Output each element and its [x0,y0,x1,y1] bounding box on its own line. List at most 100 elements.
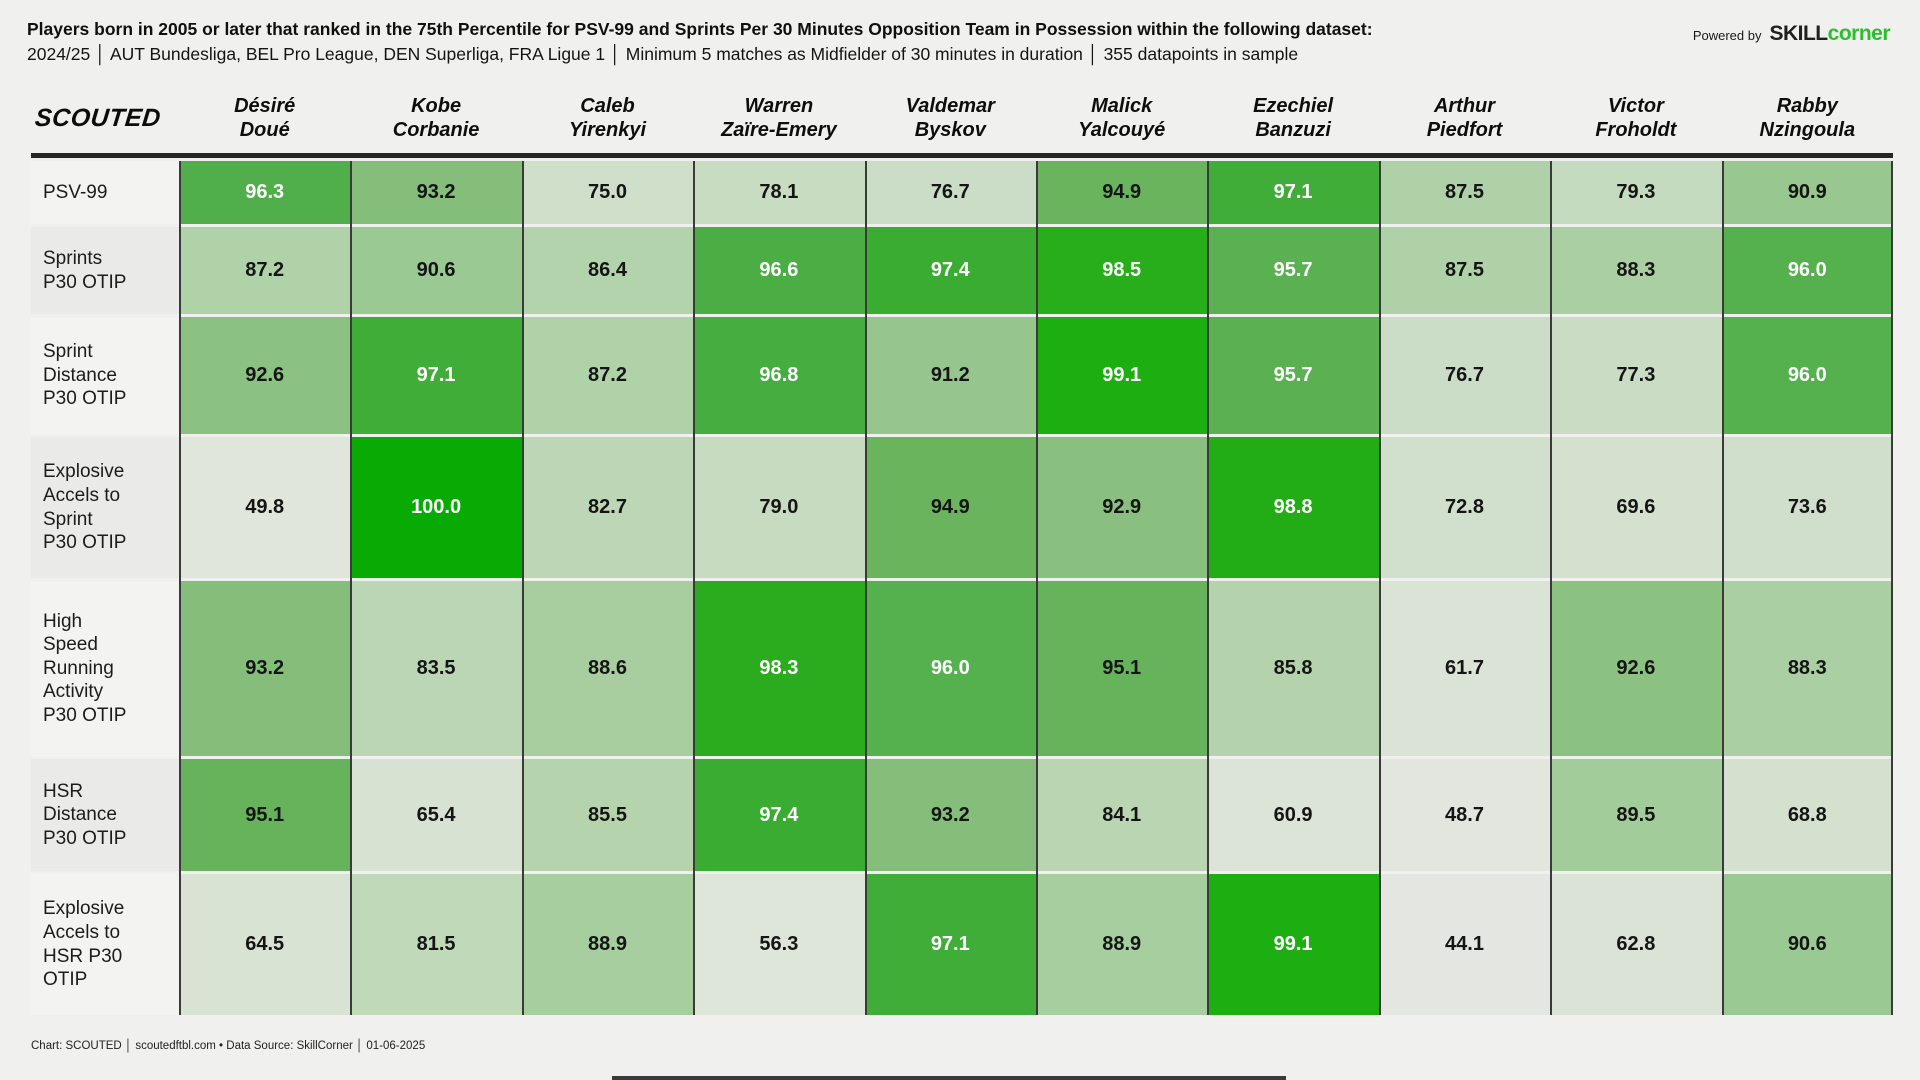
heatmap-cell: 93.2 [350,161,522,224]
player-column-header: Désiré Doué [234,94,296,141]
heatmap-cell: 94.9 [864,437,1036,578]
skillcorner-logo-corner: corner [1827,22,1891,45]
player-column-header: Rabby Nzingoula [1759,94,1856,141]
metric-row-label: HSR Distance P30 OTIP [31,759,179,871]
heatmap-cell: 96.0 [864,581,1036,756]
heatmap-cell: 73.6 [1721,437,1893,578]
heatmap-cell: 92.6 [179,317,351,434]
heatmap-cell: 61.7 [1378,581,1551,756]
skillcorner-logo: SKILLcorner [1769,22,1890,46]
heatmap-cell: 60.9 [1207,759,1379,871]
heatmap-cell: 87.5 [1378,227,1551,314]
heatmap-cell: 99.1 [1035,317,1208,434]
heatmap-cell: 92.9 [1035,437,1208,578]
heatmap-cell: 96.0 [1721,227,1893,314]
heatmap-cell: 96.8 [693,317,865,434]
heatmap-cell: 97.1 [864,874,1036,1015]
player-column-header: Kobe Corbanie [392,94,480,141]
heatmap-cell: 62.8 [1550,874,1722,1015]
powered-by-badge: Powered by SKILLcorner [1692,22,1891,46]
heatmap-cell: 86.4 [521,227,694,314]
heatmap-cell: 87.2 [179,227,351,314]
heatmap-cell: 78.1 [693,161,865,224]
heatmap-cell: 56.3 [693,874,865,1015]
heatmap-cell: 97.1 [350,317,522,434]
heatmap-cell: 99.1 [1207,874,1379,1015]
heatmap-cell: 88.9 [521,874,694,1015]
heatmap-cell: 88.3 [1550,227,1722,314]
skillcorner-logo-skill: SKILL [1769,22,1828,45]
metric-row-label: PSV-99 [31,161,179,224]
heatmap-header-row: SCOUTED Désiré Doué Kobe Corbanie Caleb Yi… [31,84,1893,158]
heatmap-cell: 98.5 [1035,227,1208,314]
heatmap-cell: 95.1 [179,759,351,871]
heatmap-cell: 65.4 [350,759,522,871]
heatmap-cell: 79.0 [693,437,865,578]
heatmap-cell: 83.5 [350,581,522,756]
heatmap-cell: 93.2 [179,581,351,756]
player-column-header: Valdemar Byskov [905,94,995,141]
player-column-header: Arthur Piedfort [1426,94,1503,141]
heatmap-cell: 93.2 [864,759,1036,871]
heatmap-cell: 95.7 [1207,317,1379,434]
heatmap-cell: 94.9 [1035,161,1208,224]
heatmap-cell: 98.8 [1207,437,1379,578]
scouted-logo-cell: SCOUTED [31,104,179,133]
heatmap-cell: 92.6 [1550,581,1722,756]
heatmap-cell: 96.3 [179,161,351,224]
heatmap-cell: 85.5 [521,759,694,871]
heatmap-cell: 95.1 [1035,581,1208,756]
metric-row-label: Sprint Distance P30 OTIP [31,317,179,434]
percentile-heatmap-table: SCOUTED Désiré Doué Kobe Corbanie Caleb Yi… [31,84,1893,1015]
heatmap-cell: 85.8 [1207,581,1379,756]
heatmap-body: PSV-99 96.3 93.2 75.0 78.1 76.7 94.9 97.1 87.5 79… [31,161,1893,1015]
heatmap-cell: 88.9 [1035,874,1208,1015]
metric-row-label: Explosive Accels to Sprint P30 OTIP [31,437,179,578]
heatmap-cell: 96.6 [693,227,865,314]
heatmap-cell: 96.0 [1721,317,1893,434]
heatmap-cell: 90.9 [1721,161,1893,224]
metric-row-label: Sprints P30 OTIP [31,227,179,314]
heatmap-cell: 77.3 [1550,317,1722,434]
player-column-header: Victor Froholdt [1595,94,1677,141]
heatmap-cell: 44.1 [1378,874,1551,1015]
source-credit: Chart: SCOUTED │ scoutedftbl.com • Data … [31,1040,426,1052]
heatmap-cell: 82.7 [521,437,694,578]
heatmap-cell: 76.7 [1378,317,1551,434]
powered-by-label: Powered by [1692,28,1762,43]
heatmap-cell: 49.8 [179,437,351,578]
heatmap-cell: 95.7 [1207,227,1379,314]
heatmap-cell: 97.4 [693,759,865,871]
heatmap-cell: 88.3 [1721,581,1893,756]
chart-title-block: Players born in 2005 or later that ranke… [27,16,1373,68]
bottom-edge-bar [612,1076,1286,1080]
heatmap-cell: 75.0 [521,161,694,224]
chart-title: Players born in 2005 or later that ranke… [27,19,1373,39]
heatmap-cell: 90.6 [1721,874,1893,1015]
heatmap-cell: 100.0 [350,437,522,578]
heatmap-cell: 64.5 [179,874,351,1015]
heatmap-cell: 84.1 [1035,759,1208,871]
heatmap-cell: 72.8 [1378,437,1551,578]
scouted-logo: SCOUTED [33,104,163,132]
metric-row-label: Explosive Accels to HSR P30 OTIP [31,874,179,1015]
heatmap-cell: 76.7 [864,161,1036,224]
heatmap-cell: 97.1 [1207,161,1379,224]
player-column-header: Warren Zaïre-Emery [721,94,837,141]
heatmap-cell: 97.4 [864,227,1036,314]
heatmap-cell: 81.5 [350,874,522,1015]
player-column-header: Malick Yalcouyé [1078,94,1166,141]
heatmap-cell: 91.2 [864,317,1036,434]
heatmap-cell: 87.5 [1378,161,1551,224]
heatmap-cell: 87.2 [521,317,694,434]
heatmap-cell: 89.5 [1550,759,1722,871]
heatmap-cell: 68.8 [1721,759,1893,871]
heatmap-cell: 88.6 [521,581,694,756]
heatmap-cell: 98.3 [693,581,865,756]
heatmap-cell: 48.7 [1378,759,1551,871]
heatmap-cell: 79.3 [1550,161,1722,224]
player-column-header: Caleb Yirenkyi [568,94,647,141]
player-column-header: Ezechiel Banzuzi [1253,94,1334,141]
heatmap-cell: 69.6 [1550,437,1722,578]
